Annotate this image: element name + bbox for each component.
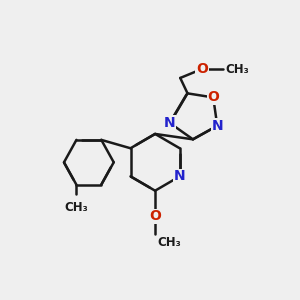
- Text: CH₃: CH₃: [64, 201, 88, 214]
- Text: O: O: [196, 62, 208, 76]
- Text: N: N: [174, 169, 185, 183]
- Text: N: N: [164, 116, 176, 130]
- Text: O: O: [207, 90, 219, 104]
- Text: CH₃: CH₃: [157, 236, 181, 249]
- Text: N: N: [212, 119, 223, 133]
- Text: CH₃: CH₃: [225, 62, 249, 76]
- Text: O: O: [149, 209, 161, 224]
